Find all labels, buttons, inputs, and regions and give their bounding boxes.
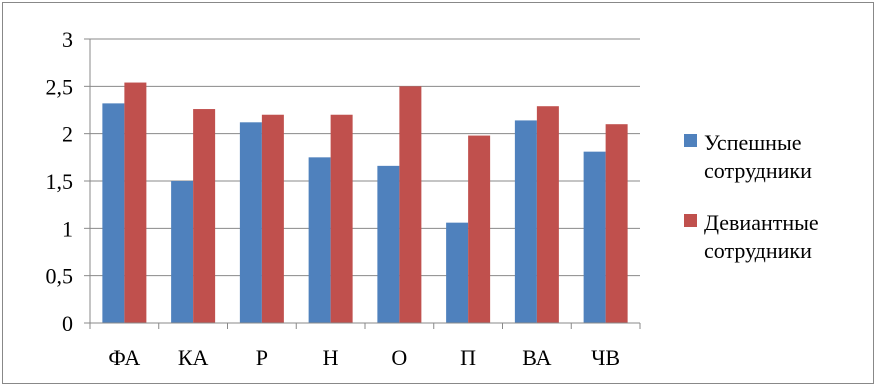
bar-series-1-П [446,222,469,323]
bar-series-1-ЧВ [583,151,606,323]
x-tick-label: ФА [108,345,140,370]
x-tick-label: Н [323,345,339,370]
bar-series-2-О [399,86,422,323]
bar-series-2-ВА [536,106,559,323]
y-tick-label: 2 [62,122,73,147]
x-tick-label: О [391,345,407,370]
legend-label-2: Девиантные [704,210,819,235]
bar-series-2-КА [193,109,216,323]
y-tick-label: 3 [62,27,73,52]
bar-series-1-ВА [514,120,537,323]
bar-series-1-Н [308,157,331,323]
x-tick-label: Р [256,345,268,370]
bar-series-2-Р [261,114,284,323]
y-tick-labels: 0 0,5 1 1,5 2 2,5 3 [46,27,74,336]
x-tick-label: ЧВ [591,345,620,370]
legend-swatch-2 [684,214,697,227]
x-tick-label: ВА [522,345,551,370]
axis-layer [84,38,641,329]
x-tick-label: П [460,345,476,370]
bar-series-1-КА [171,181,194,323]
bar-series-2-Н [330,114,353,323]
y-tick-label: 0 [62,311,73,336]
legend: Успешные сотрудники Девиантные сотрудники [684,130,819,263]
bar-series-1-О [377,165,400,323]
legend-label-1: Успешные [704,130,802,155]
bar-series-1-Р [239,122,262,323]
bar-series-2-П [468,135,491,323]
y-tick-label: 1 [62,216,73,241]
bar-series-2-ЧВ [605,124,628,323]
bars-layer [102,82,628,324]
legend-swatch-1 [684,134,697,147]
legend-label-2: сотрудники [704,238,812,263]
x-tick-labels: ФА КА Р Н О П ВА ЧВ [108,345,620,370]
x-tick-label: КА [178,345,209,370]
legend-label-1: сотрудники [704,158,812,183]
bar-series-1-ФА [102,103,125,323]
y-tick-label: 2,5 [46,74,74,99]
y-tick-label: 0,5 [46,264,74,289]
y-tick-label: 1,5 [46,169,74,194]
bar-series-2-ФА [124,82,147,324]
